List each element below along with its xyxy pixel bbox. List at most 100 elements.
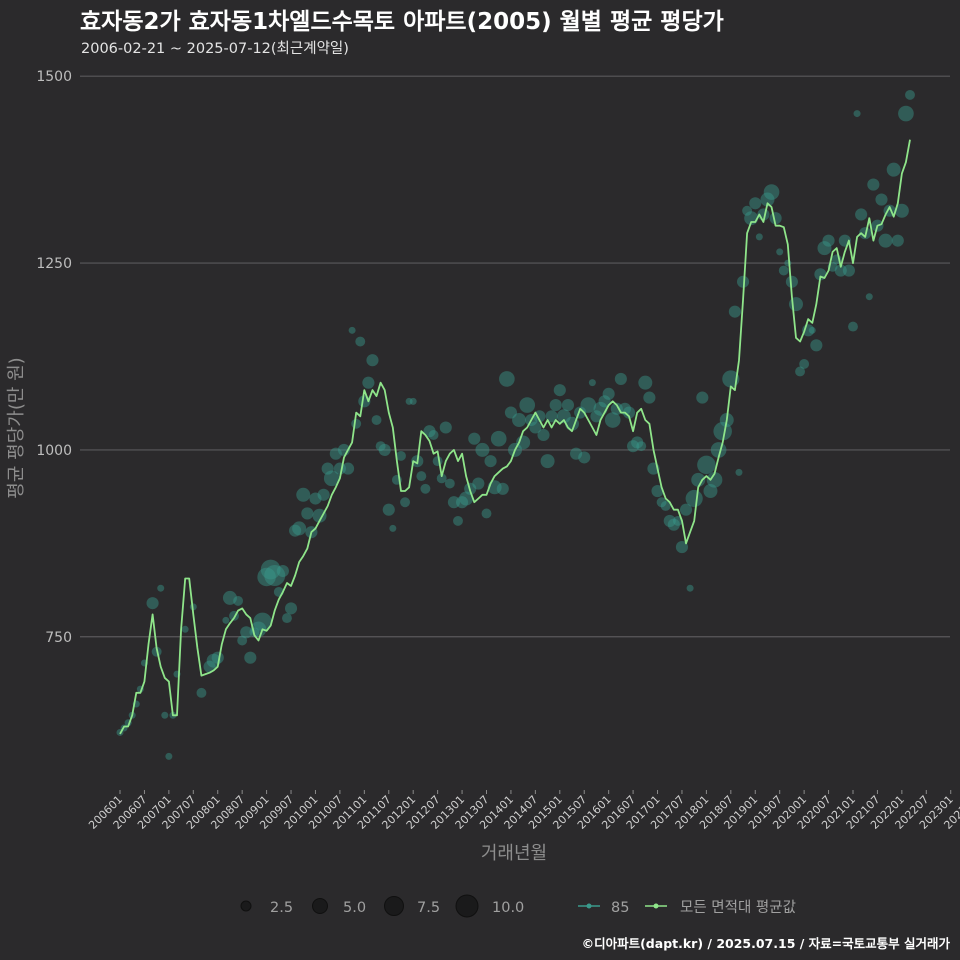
scatter-point-103 (556, 409, 571, 424)
scatter-point-18 (206, 653, 221, 668)
scatter-point-101 (549, 399, 562, 412)
scatter-point-162 (799, 359, 810, 369)
scatter-point-72 (432, 456, 443, 467)
size-legend-label-1: 2.5 (270, 900, 293, 916)
scatter-point-134 (686, 584, 694, 592)
scatter-point-74 (439, 421, 452, 434)
scatter-point-133 (679, 503, 693, 516)
scatter-point-187 (898, 105, 914, 122)
scatter-point-113 (598, 395, 611, 408)
scatter-point-63 (396, 450, 406, 461)
size-legend-label-3: 7.5 (417, 900, 440, 916)
scatter-point-179 (867, 178, 880, 191)
scatter-point-45 (321, 462, 334, 475)
scatter-point-68 (416, 471, 427, 482)
scatter-point-146 (735, 468, 743, 476)
scatter-point-121 (631, 436, 644, 449)
legend: 2.5 5.0 7.5 10.0 85 모든 면적대 평균값 (240, 894, 796, 918)
scatter-point-69 (420, 483, 431, 494)
scatter-point-96 (529, 421, 542, 434)
scatter-point-81 (468, 432, 481, 445)
scatter-point-110 (588, 379, 596, 387)
size-legend-label-2: 5.0 (343, 900, 366, 916)
scatter-point-17 (203, 660, 216, 673)
scatter-point-38 (292, 521, 307, 536)
scatter-point-160 (788, 297, 803, 312)
scatter-point-151 (755, 233, 763, 241)
scatter-point-10 (161, 711, 169, 719)
scatter-point-127 (656, 497, 667, 508)
scatter-point-52 (351, 418, 362, 429)
scatter-point-85 (484, 455, 497, 468)
scatter-point-84 (481, 508, 492, 519)
scatter-point-42 (309, 492, 322, 505)
scatter-point-130 (667, 518, 680, 531)
scatter-point-136 (691, 472, 706, 487)
size-legend-swatch-4 (455, 894, 479, 918)
scatter-point-188 (905, 89, 915, 100)
scatter-point-75 (444, 478, 455, 489)
scatter-point-139 (703, 484, 718, 499)
scatter-point-14 (181, 625, 189, 633)
scatter-point-25 (240, 626, 253, 639)
scatter-point-94 (519, 397, 536, 413)
scatter-point-70 (423, 425, 436, 438)
scatter-point-167 (817, 241, 832, 256)
y-tick-label-1000: 1000 (36, 443, 72, 459)
scatter-point-173 (842, 264, 855, 277)
scatter-point-57 (371, 415, 382, 425)
scatter-point-29 (253, 612, 272, 632)
scatter-point-124 (643, 391, 656, 404)
source-caption: ©디아파트(dapt.kr) / 2025.07.15 / 자료=국토교통부 실… (582, 936, 951, 951)
scatter-point-157 (778, 265, 789, 276)
y-tick-label-750: 750 (45, 630, 72, 646)
scatter-point-92 (512, 413, 527, 428)
scatter-point-114 (602, 387, 615, 400)
scatter-point-178 (865, 293, 873, 301)
size-legend-swatch-1 (240, 900, 252, 912)
scatter-point-145 (728, 305, 741, 318)
scatter-point-79 (459, 491, 474, 506)
scatter-point-36 (284, 602, 298, 615)
scatter-point-109 (580, 397, 597, 413)
scatter-point-71 (428, 430, 439, 440)
scatter-point-135 (685, 489, 703, 508)
scatter-point-104 (561, 399, 575, 412)
size-legend-label-4: 10.0 (492, 900, 524, 916)
scatter-point-40 (301, 507, 314, 520)
scatter-point-122 (636, 441, 647, 452)
scatter-point-90 (504, 406, 517, 419)
scatter-point-156 (776, 248, 784, 256)
scatter-point-87 (490, 430, 507, 447)
scatter-point-32 (264, 564, 286, 586)
scatter-point-24 (237, 635, 248, 646)
scatter-point-89 (499, 371, 515, 387)
scatter-points (116, 89, 915, 760)
series-avg-legend-label: 모든 면적대 평균값 (680, 899, 796, 916)
scatter-point-123 (638, 375, 653, 390)
scatter-point-56 (366, 354, 379, 367)
scatter-point-153 (760, 192, 775, 207)
series-85-legend-dot (586, 903, 592, 909)
scatter-point-65 (405, 397, 413, 405)
scatter-point-161 (795, 366, 806, 377)
y-axis-label: 평균 평당가(만 원) (6, 357, 27, 498)
scatter-point-175 (853, 110, 861, 118)
scatter-point-88 (496, 482, 509, 495)
scatter-point-102 (553, 384, 566, 397)
scatter-point-16 (196, 687, 207, 698)
x-axis-label: 거래년월 (481, 843, 547, 864)
scatter-point-164 (808, 326, 816, 334)
scatter-point-126 (651, 484, 664, 498)
scatter-point-148 (742, 205, 753, 216)
scatter-point-128 (660, 501, 671, 511)
scatter-point-26 (244, 651, 257, 664)
scatter-point-53 (355, 336, 366, 347)
y-tick-label-1250: 1250 (36, 256, 72, 272)
chart-title: 효자동2가 효자동1차엘드수목토 아파트(2005) 월별 평균 평당가 (80, 9, 724, 35)
x-axis-ticks: 2006012006072007012007072008012008072009… (86, 790, 960, 832)
scatter-point-99 (540, 454, 555, 469)
scatter-point-176 (855, 208, 868, 221)
scatter-point-47 (329, 447, 342, 460)
